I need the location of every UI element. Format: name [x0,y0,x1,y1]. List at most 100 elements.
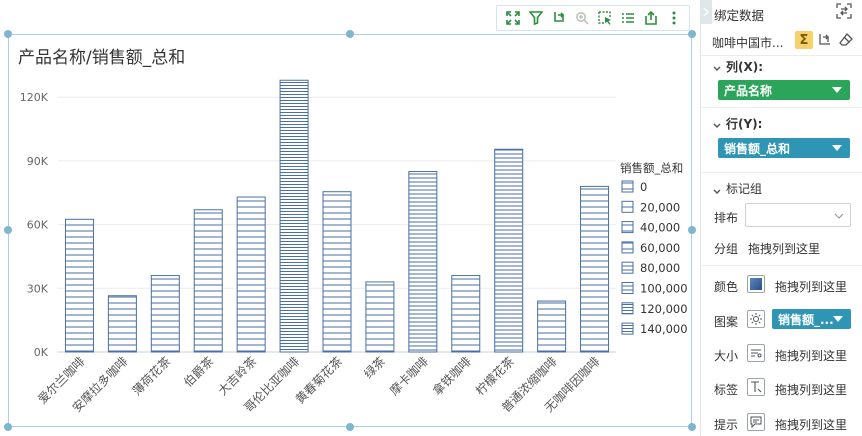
chevron-down-icon[interactable] [712,59,722,78]
x-tick-label: 薄荷花茶 [129,354,174,399]
chevron-down-icon[interactable] [712,116,722,135]
y-tick-label: 0K [34,346,49,359]
tooltip-icon[interactable] [747,413,765,431]
bar[interactable] [322,191,352,353]
pattern-field-pill[interactable]: 销售额_... [772,309,851,329]
select-icon[interactable] [593,7,616,29]
color-swatch[interactable] [747,275,765,293]
switch-data-icon[interactable] [836,3,852,23]
pattern-icon[interactable] [747,310,765,328]
rows-field-label: 销售额_总和 [724,141,791,156]
sum-icon[interactable]: Σ [795,31,813,49]
eraser-icon[interactable] [838,32,854,52]
columns-field-label: 产品名称 [724,83,773,98]
legend-entry[interactable]: 140,000 [640,322,688,336]
bar[interactable] [107,295,137,353]
legend-entry[interactable]: 40,000 [640,221,680,235]
rotate-icon[interactable] [547,7,570,29]
bar[interactable] [279,79,309,353]
resize-handle-top[interactable] [346,30,354,38]
legend-swatch [621,282,634,294]
rows-label: 行(Y): [726,117,763,131]
size-drop-zone[interactable]: 拖拽列到这里 [775,349,848,363]
legend-entry[interactable]: 60,000 [640,241,680,255]
size-icon[interactable] [747,344,765,362]
chart-title: 产品名称/销售额_总和 [18,48,186,68]
legend-swatch [621,322,634,335]
collapse-panel-tab[interactable] [700,0,712,24]
bar[interactable] [494,148,524,353]
tag-drop-zone[interactable]: 拖拽列到这里 [775,383,848,397]
legend-entry[interactable]: 0 [640,180,647,194]
zoom-icon[interactable] [570,7,593,29]
resize-handle-top-left[interactable] [4,30,12,38]
legend-entry[interactable]: 80,000 [640,261,680,275]
filter-icon[interactable] [524,7,547,29]
x-tick-label: 黄春菊花茶 [292,354,345,407]
legend-swatch [621,241,634,254]
y-tick-label: 30K [27,282,49,295]
layout-select[interactable] [745,203,851,227]
chart-canvas: 产品名称/销售额_总和 [4,5,696,431]
pattern-label: 图案 [714,315,739,329]
color-drop-zone[interactable]: 拖拽列到这里 [775,280,848,294]
tag-label: 标签 [714,383,739,397]
group-drop-zone[interactable]: 拖拽列到这里 [748,242,821,256]
legend-entry[interactable]: 100,000 [640,282,688,296]
columns-field-pill[interactable]: 产品名称 [718,80,850,100]
x-tick-label: 柠檬花茶 [472,354,517,399]
bar[interactable] [236,196,266,353]
columns-label: 列(X): [726,60,764,74]
more-icon[interactable] [662,7,685,29]
tag-icon[interactable] [747,378,765,396]
x-tick-label: 拿铁咖啡 [429,354,474,399]
x-tick-label: 绿茶 [360,354,388,382]
x-tick-label: 大吉岭茶 [215,354,260,399]
bar[interactable] [365,281,395,353]
legend-title: 销售额_总和 [620,161,683,175]
chevron-down-icon [834,213,844,219]
color-label: 颜色 [714,280,739,294]
pattern-field-label: 销售额_... [778,312,834,327]
axis-swap-icon[interactable] [817,32,833,52]
size-label: 大小 [714,349,739,363]
legend-swatch [621,302,634,315]
resize-handle-bottom-right[interactable] [688,423,696,431]
resize-handle-bottom-left[interactable] [4,423,12,431]
resize-handle-top-right[interactable] [688,30,696,38]
dataset-name[interactable]: 咖啡中国市... [712,36,784,50]
bar[interactable] [64,218,94,353]
bar[interactable] [193,209,223,353]
panel-title: 绑定数据 [714,8,765,23]
resize-handle-bottom[interactable] [346,423,354,431]
bar[interactable] [537,300,567,353]
legend-swatch [621,261,634,274]
bar[interactable] [580,185,610,353]
caret-down-icon [832,87,842,93]
legend-entry[interactable]: 120,000 [640,302,688,316]
resize-handle-right[interactable] [688,226,696,234]
layout-label: 排布 [714,211,739,225]
export-icon[interactable] [639,7,662,29]
rows-field-pill[interactable]: 销售额_总和 [718,138,850,158]
list-icon[interactable] [616,7,639,29]
legend-swatch [621,200,634,213]
tooltip-drop-zone[interactable]: 拖拽列到这里 [775,418,848,432]
x-tick-label: 摩卡咖啡 [386,354,431,399]
x-tick-label: 伯爵茶 [180,354,216,390]
chevron-right-icon [703,7,709,17]
bar[interactable] [451,275,481,353]
legend-entry[interactable]: 20,000 [640,200,680,214]
expand-icon[interactable] [501,7,524,29]
chevron-down-icon[interactable] [712,182,722,201]
resize-handle-left[interactable] [4,226,12,234]
caret-down-icon [832,145,842,151]
group-label: 分组 [714,242,739,256]
y-tick-label: 120K [20,91,49,104]
bar[interactable] [150,275,180,353]
legend-swatch [621,221,634,234]
bar[interactable] [408,171,438,353]
chart-toolbar [496,5,690,31]
caret-down-icon [833,316,843,322]
